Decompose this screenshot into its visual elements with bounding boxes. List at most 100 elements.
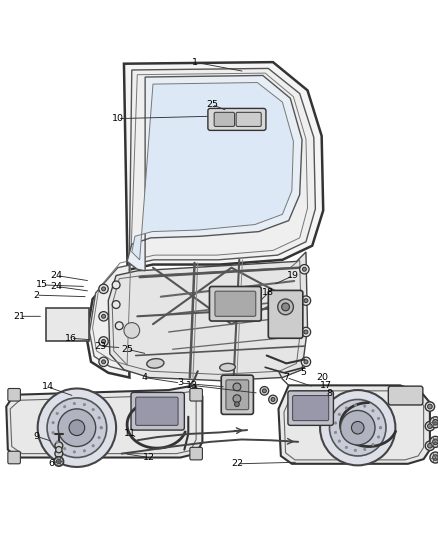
Text: 14: 14 <box>42 382 54 391</box>
Circle shape <box>56 447 62 453</box>
Text: 24: 24 <box>50 282 63 291</box>
FancyBboxPatch shape <box>288 391 333 425</box>
Circle shape <box>54 457 64 466</box>
Circle shape <box>433 455 438 461</box>
Circle shape <box>340 410 375 445</box>
Text: 17: 17 <box>320 381 332 390</box>
Ellipse shape <box>220 364 235 372</box>
Circle shape <box>338 413 340 416</box>
Circle shape <box>372 410 374 412</box>
Circle shape <box>112 281 120 289</box>
Circle shape <box>99 337 108 346</box>
Circle shape <box>83 403 85 406</box>
Circle shape <box>233 383 241 391</box>
Text: 2: 2 <box>33 290 39 300</box>
FancyBboxPatch shape <box>268 290 303 338</box>
Circle shape <box>427 404 432 409</box>
FancyBboxPatch shape <box>236 112 261 126</box>
Circle shape <box>430 417 438 427</box>
Circle shape <box>271 398 275 401</box>
Circle shape <box>364 448 366 450</box>
Polygon shape <box>108 252 307 381</box>
Circle shape <box>235 402 239 407</box>
Polygon shape <box>279 385 430 464</box>
Circle shape <box>334 422 337 424</box>
Circle shape <box>73 451 75 453</box>
Polygon shape <box>6 385 202 457</box>
Circle shape <box>351 422 364 434</box>
Circle shape <box>278 299 293 315</box>
Text: 25: 25 <box>206 100 218 109</box>
Circle shape <box>92 408 94 411</box>
Circle shape <box>430 452 438 463</box>
Text: 21: 21 <box>14 312 25 321</box>
Circle shape <box>334 431 337 434</box>
FancyBboxPatch shape <box>226 380 249 410</box>
Polygon shape <box>127 76 302 271</box>
Circle shape <box>433 439 438 445</box>
FancyBboxPatch shape <box>215 291 256 316</box>
Circle shape <box>372 443 374 446</box>
Circle shape <box>378 436 380 438</box>
Circle shape <box>301 327 311 337</box>
Text: 1: 1 <box>191 58 198 67</box>
Text: 19: 19 <box>287 271 300 280</box>
Circle shape <box>425 441 434 450</box>
Text: 4: 4 <box>141 373 147 382</box>
Circle shape <box>301 296 311 305</box>
Text: 16: 16 <box>65 334 77 343</box>
FancyBboxPatch shape <box>221 375 254 414</box>
Circle shape <box>99 312 108 321</box>
Circle shape <box>57 459 61 464</box>
FancyBboxPatch shape <box>209 287 261 321</box>
Text: 22: 22 <box>231 459 243 469</box>
FancyBboxPatch shape <box>8 451 21 464</box>
Circle shape <box>98 437 100 439</box>
Circle shape <box>304 360 308 364</box>
FancyBboxPatch shape <box>131 392 184 430</box>
Circle shape <box>99 357 108 367</box>
Circle shape <box>55 450 63 457</box>
Circle shape <box>260 386 268 395</box>
Circle shape <box>233 395 241 402</box>
Circle shape <box>345 446 347 449</box>
FancyBboxPatch shape <box>389 386 423 405</box>
Circle shape <box>364 405 366 407</box>
Circle shape <box>268 395 277 404</box>
Circle shape <box>102 360 106 364</box>
FancyBboxPatch shape <box>208 108 266 131</box>
Circle shape <box>98 417 100 419</box>
Polygon shape <box>89 68 315 371</box>
Text: 8: 8 <box>326 389 332 398</box>
Circle shape <box>64 406 66 408</box>
Text: 12: 12 <box>143 453 155 462</box>
Text: 15: 15 <box>36 280 48 289</box>
Text: 10: 10 <box>112 114 124 123</box>
FancyBboxPatch shape <box>190 389 202 401</box>
FancyBboxPatch shape <box>214 112 235 126</box>
Circle shape <box>115 322 123 329</box>
Circle shape <box>329 399 386 456</box>
Circle shape <box>73 402 75 405</box>
Text: 3: 3 <box>177 378 184 387</box>
Circle shape <box>99 284 108 294</box>
Circle shape <box>102 340 106 343</box>
Circle shape <box>430 437 438 447</box>
Circle shape <box>320 390 396 465</box>
Circle shape <box>304 330 308 334</box>
Circle shape <box>56 412 58 415</box>
Circle shape <box>300 264 309 274</box>
Text: 20: 20 <box>316 373 328 382</box>
Circle shape <box>55 442 63 450</box>
FancyBboxPatch shape <box>46 309 88 342</box>
Text: 11: 11 <box>124 430 136 439</box>
Circle shape <box>52 422 54 424</box>
Text: 9: 9 <box>34 432 40 441</box>
Circle shape <box>52 432 54 434</box>
Circle shape <box>338 440 340 442</box>
Circle shape <box>262 389 266 393</box>
Circle shape <box>83 450 85 452</box>
FancyBboxPatch shape <box>8 389 21 401</box>
Circle shape <box>354 449 357 451</box>
Circle shape <box>69 420 85 435</box>
